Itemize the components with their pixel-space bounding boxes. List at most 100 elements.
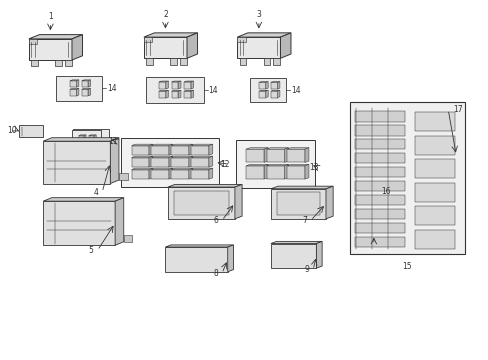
Bar [180,58,186,65]
Bar [273,58,280,65]
Polygon shape [131,144,153,145]
Polygon shape [171,158,188,167]
Polygon shape [70,81,76,87]
Bar [263,58,270,65]
Circle shape [218,258,223,261]
Polygon shape [259,90,267,91]
Polygon shape [123,235,132,242]
Polygon shape [151,145,169,155]
Polygon shape [270,189,325,219]
Polygon shape [264,164,267,179]
Polygon shape [143,37,152,42]
Bar [173,190,228,215]
Polygon shape [79,136,84,141]
Bar [146,58,153,65]
Polygon shape [143,37,186,58]
Bar [31,60,38,66]
Bar [236,140,315,188]
Bar [276,192,319,215]
Polygon shape [184,81,193,82]
Polygon shape [286,149,305,162]
Polygon shape [29,39,72,60]
Polygon shape [171,144,192,145]
Bar [354,125,404,136]
Polygon shape [191,144,212,145]
Polygon shape [191,168,212,170]
Polygon shape [171,168,192,170]
Polygon shape [246,148,267,149]
Polygon shape [246,149,264,162]
Polygon shape [81,89,88,96]
Polygon shape [266,148,288,149]
Circle shape [222,212,228,217]
Polygon shape [246,164,267,166]
Polygon shape [81,81,88,87]
Polygon shape [169,156,173,167]
Polygon shape [237,33,290,37]
Polygon shape [110,138,119,184]
Polygon shape [88,135,96,136]
Polygon shape [259,91,265,98]
Bar [56,76,102,100]
Polygon shape [88,136,94,141]
Polygon shape [131,156,153,158]
Polygon shape [325,186,332,219]
Text: 16: 16 [380,187,390,196]
Polygon shape [265,90,267,98]
Bar [354,222,404,233]
Polygon shape [70,80,79,81]
Polygon shape [171,82,178,89]
Polygon shape [131,168,153,170]
Text: 2: 2 [163,10,167,19]
Polygon shape [227,245,233,272]
Polygon shape [159,82,165,89]
Bar [354,209,404,219]
Circle shape [291,254,295,258]
Polygon shape [151,158,169,167]
Bar [354,167,404,177]
Polygon shape [119,173,127,180]
Polygon shape [270,243,316,268]
Circle shape [194,258,199,261]
Polygon shape [79,135,86,136]
Bar [354,237,404,247]
Polygon shape [171,156,192,158]
Polygon shape [151,144,173,145]
Bar [354,195,404,205]
Text: 8: 8 [213,269,218,278]
Bar [55,60,62,66]
Polygon shape [131,145,149,155]
Polygon shape [131,158,149,167]
Circle shape [275,254,280,258]
Polygon shape [159,81,168,82]
Text: 13: 13 [308,163,318,172]
Text: 17: 17 [452,105,462,114]
Polygon shape [165,247,227,272]
Bar [414,230,454,249]
Polygon shape [167,187,234,219]
Polygon shape [72,35,82,60]
Polygon shape [266,164,288,166]
Circle shape [313,212,319,217]
Polygon shape [270,242,322,243]
Polygon shape [191,90,193,98]
Polygon shape [184,91,191,98]
Polygon shape [131,170,149,179]
Polygon shape [266,149,284,162]
Polygon shape [265,82,267,89]
Bar [121,138,219,187]
Polygon shape [234,184,242,219]
Polygon shape [191,81,193,89]
Polygon shape [81,80,90,81]
Bar [414,207,454,225]
Polygon shape [84,135,86,141]
Bar [414,112,454,131]
Bar [354,139,404,149]
Polygon shape [94,135,96,141]
Polygon shape [43,201,115,245]
Text: 12: 12 [220,159,229,168]
Text: 6: 6 [213,216,218,225]
Polygon shape [237,37,280,58]
Polygon shape [165,81,168,89]
Polygon shape [171,145,188,155]
